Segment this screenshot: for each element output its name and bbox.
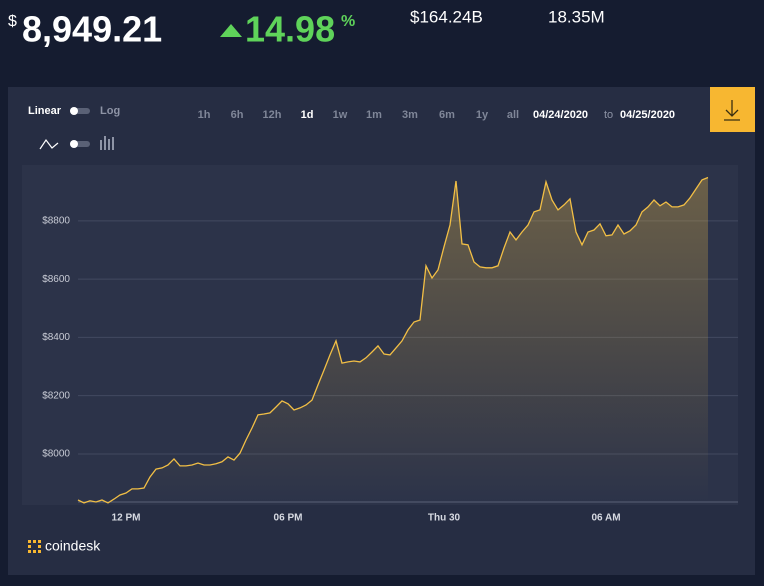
market-cap: $164.24B [410,7,483,26]
change-unit: % [341,13,355,30]
x-tick-label: Thu 30 [428,513,461,524]
x-tick-label: 06 PM [274,513,303,524]
price: 8,949.21 [22,9,162,50]
toggle-knob [70,140,78,148]
date-from[interactable]: 04/24/2020 [533,109,588,121]
range-button[interactable]: 1m [366,109,382,121]
volume: 18.35M [548,7,605,26]
line-icon[interactable] [39,138,59,150]
range-button[interactable]: 6m [439,109,455,121]
price-line [77,176,709,504]
range-button[interactable]: 1h [198,109,211,121]
x-tick-label: 12 PM [112,513,141,524]
range-button[interactable]: 1w [333,109,348,121]
download-icon [724,100,740,121]
date-to-label: to [604,109,613,121]
range-button[interactable]: 3m [402,109,418,121]
bar-icon[interactable] [100,136,114,150]
log-label[interactable]: Log [100,105,120,117]
change: 14.98 [245,9,335,50]
range-button[interactable]: 1d [301,109,314,121]
chart: $8000 $8200 $8400 $8600 $8800 12 PM 06 PM Thu 3… [42,176,738,524]
brand-name: coindesk [45,538,101,554]
y-tick-label: $8600 [42,274,70,285]
x-tick-label: 06 AM [591,513,620,524]
up-arrow [220,24,242,37]
range-button[interactable]: 1y [476,109,489,121]
toggle-knob [70,107,78,115]
price-symbol: $ [8,13,17,30]
range-button[interactable]: 12h [263,109,282,121]
range-button[interactable]: 6h [231,109,244,121]
range-buttons: 1h 6h 12h 1d 1w 1m 3m 6m 1y all [198,109,520,121]
date-to[interactable]: 04/25/2020 [620,109,675,121]
area-fill [78,177,708,503]
y-tick-label: $8000 [42,449,70,460]
range-button[interactable]: all [507,109,519,121]
y-tick-label: $8800 [42,216,70,227]
y-tick-label: $8400 [42,332,70,343]
y-tick-label: $8200 [42,390,70,401]
linear-label[interactable]: Linear [28,105,62,117]
brand-logo [28,540,41,553]
